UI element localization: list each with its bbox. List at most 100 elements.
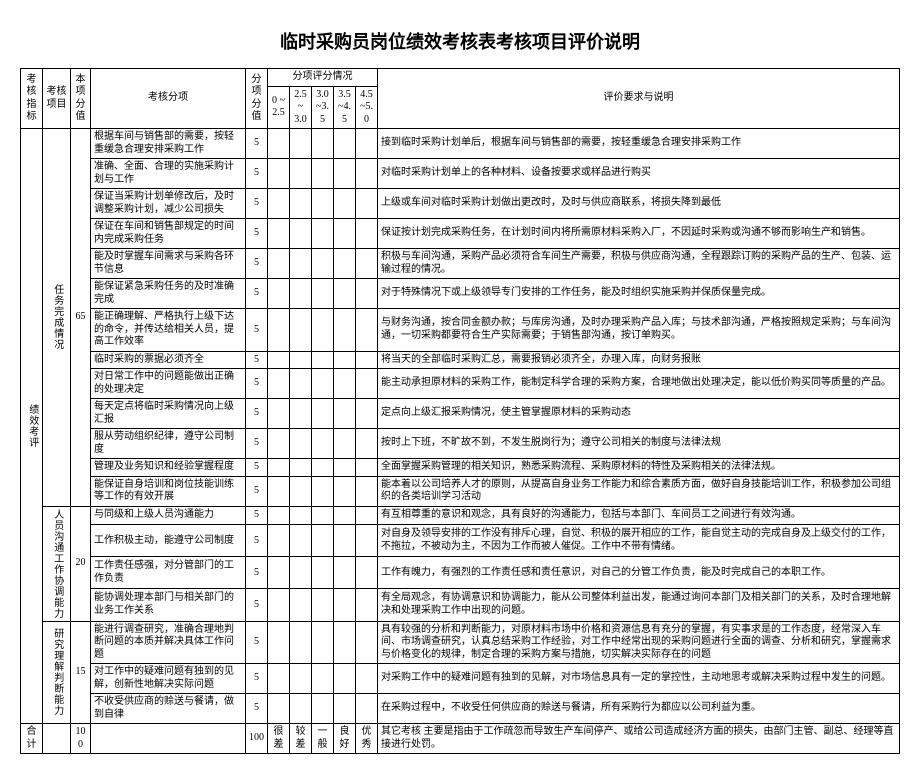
scale-cell <box>356 129 378 159</box>
hdr-indicator: 考核指标 <box>21 69 43 129</box>
desc-cell: 对自身及领导安排的工作没有排斥心理，自觉、积极的展开相应的工作，能自觉主动的完成… <box>378 525 900 557</box>
desc-cell: 能本着以公司培养人才的原则，从提高自身业务工作能力和综合素质方面，做好自身技能培… <box>378 476 900 506</box>
subscore-cell: 5 <box>246 476 268 506</box>
scale-cell <box>334 525 356 557</box>
hdr-scale-2: 3.0 ~3.5 <box>312 86 334 129</box>
subscore-cell: 5 <box>246 351 268 369</box>
section-label: 人员沟通工作协调能力 <box>43 506 71 621</box>
subscore-cell: 5 <box>246 664 268 694</box>
subitem-cell: 根据车间与销售部的需要，按轻重缓急合理安排采购工作 <box>91 129 246 159</box>
scale-cell <box>312 525 334 557</box>
desc-cell: 全面掌握采购管理的相关知识，熟悉采购流程、采购原材料的特性及采购相关的法律法规。 <box>378 459 900 477</box>
scale-cell <box>312 557 334 589</box>
scale-cell <box>290 589 312 621</box>
scale-cell <box>356 351 378 369</box>
scale-cell <box>268 557 290 589</box>
hdr-scale-1: 2.5 ~ 3.0 <box>290 86 312 129</box>
subscore-cell: 5 <box>246 279 268 309</box>
subscore-cell: 5 <box>246 189 268 219</box>
subitem-cell: 每天定点将临时采购情况向上级汇报 <box>91 399 246 429</box>
scale-cell <box>334 159 356 189</box>
scale-cell <box>268 249 290 279</box>
page-title: 临时采购员岗位绩效考核表考核项目评价说明 <box>20 28 900 54</box>
table-row: 能协调处理本部门与相关部门的业务工作关系5有全局观念，有协调意识和协调能力，能从… <box>21 589 900 621</box>
scale-cell <box>334 351 356 369</box>
total-scale-3: 良好 <box>334 724 356 754</box>
scale-cell <box>268 309 290 352</box>
subitem-cell: 对工作中的疑难问题有独到的见解，创新性地解决实际问题 <box>91 664 246 694</box>
scale-cell <box>312 429 334 459</box>
scale-cell <box>268 429 290 459</box>
scale-cell <box>268 369 290 399</box>
scale-cell <box>312 279 334 309</box>
scale-cell <box>334 309 356 352</box>
desc-cell: 对采购工作中的疑难问题有独到的见解，对市场信息具有一定的掌控性，主动地思考或解决… <box>378 664 900 694</box>
scale-cell <box>334 589 356 621</box>
total-scale-1: 较差 <box>290 724 312 754</box>
table-row: 人员沟通工作协调能力20与同级和上级人员沟通能力5有互相尊重的意识和观念，具有良… <box>21 506 900 525</box>
table-row: 保证当采购计划单修改后，及时调整采购计划，减少公司损失5上级或车间对临时采购计划… <box>21 189 900 219</box>
desc-cell: 接到临时采购计划单后，根据车间与销售部的需要，按轻重缓急合理安排采购工作 <box>378 129 900 159</box>
total-row: 合计100100很差较差一般良好优秀其它考核 主要是指由于工作疏忽而导致生产车间… <box>21 724 900 754</box>
scale-cell <box>290 159 312 189</box>
subitem-cell: 能协调处理本部门与相关部门的业务工作关系 <box>91 589 246 621</box>
desc-cell: 按时上下班，不旷故不到，不发生脱岗行为；遵守公司相关的制度与法律法规 <box>378 429 900 459</box>
scale-cell <box>268 159 290 189</box>
scale-cell <box>312 476 334 506</box>
scale-cell <box>334 621 356 664</box>
scale-cell <box>356 429 378 459</box>
hdr-item-score: 本项分值 <box>71 69 91 129</box>
subscore-cell: 5 <box>246 459 268 477</box>
table-row: 能及时掌握车间需求与采购各环节信息5积极与车间沟通，采购产品必须符合车间生产需要… <box>21 249 900 279</box>
scale-cell <box>290 219 312 249</box>
scale-cell <box>290 476 312 506</box>
table-row: 研究理解判断能力15能进行调查研究，准确合理地判断问题的本质并解决具体工作问题5… <box>21 621 900 664</box>
subitem-cell: 对日常工作中的问题能做出正确的处理决定 <box>91 369 246 399</box>
desc-cell: 工作有魄力，有强烈的工作责任感和责任意识，对自己的分管工作负责，能及时完成自己的… <box>378 557 900 589</box>
scale-cell <box>290 129 312 159</box>
scale-cell <box>290 369 312 399</box>
scale-cell <box>290 351 312 369</box>
table-row: 对工作中的疑难问题有独到的见解，创新性地解决实际问题5 对采购工作中的疑难问题有独… <box>21 664 900 694</box>
scale-cell <box>356 476 378 506</box>
desc-cell: 积极与车间沟通，采购产品必须符合车间生产需要，积极与供应商沟通，全程跟踪订购的采… <box>378 249 900 279</box>
scale-cell <box>268 476 290 506</box>
scale-cell <box>312 694 334 724</box>
desc-cell: 定点向上级汇报采购情况，使主管掌握原材料的采购动态 <box>378 399 900 429</box>
table-row: 每天定点将临时采购情况向上级汇报5定点向上级汇报采购情况，使主管掌握原材料的采购… <box>21 399 900 429</box>
table-row: 能正确理解、严格执行上级下达的命令，并传达给相关人员，提高工作效率5 与财务沟通，… <box>21 309 900 352</box>
scale-cell <box>268 589 290 621</box>
scale-cell <box>334 557 356 589</box>
desc-cell: 与财务沟通，按合同金额办款；与库房沟通，及时办理采购产品入库；与技术部沟通，严格… <box>378 309 900 352</box>
subitem-cell: 临时采购的票据必须齐全 <box>91 351 246 369</box>
subitem-cell: 能正确理解、严格执行上级下达的命令，并传达给相关人员，提高工作效率 <box>91 309 246 352</box>
subscore-cell: 5 <box>246 621 268 664</box>
scale-cell <box>356 694 378 724</box>
subscore-cell: 5 <box>246 249 268 279</box>
table-row: 管理及业务知识和经验掌握程度5全面掌握采购管理的相关知识，熟悉采购流程、采购原材… <box>21 459 900 477</box>
hdr-scale-3: 3.5 ~4.5 <box>334 86 356 129</box>
desc-cell: 对临时采购计划单上的各种材料、设备按要求或样品进行购买 <box>378 159 900 189</box>
total-scale-4: 优秀 <box>356 724 378 754</box>
total-label: 合计 <box>21 724 43 754</box>
scale-cell <box>290 279 312 309</box>
scale-cell <box>268 279 290 309</box>
subscore-cell: 5 <box>246 557 268 589</box>
scale-cell <box>356 589 378 621</box>
table-row: 保证在车间和销售部规定的时间内完成采购任务5 保证按计划完成采购任务，在计划时间内… <box>21 219 900 249</box>
total-scale-0: 很差 <box>268 724 290 754</box>
desc-cell: 保证按计划完成采购任务，在计划时间内将所需原材料采购入厂，不因延时采购或沟通不够… <box>378 219 900 249</box>
scale-cell <box>290 429 312 459</box>
scale-cell <box>334 129 356 159</box>
subscore-cell: 5 <box>246 525 268 557</box>
scale-cell <box>334 369 356 399</box>
subitem-cell: 保证当采购计划单修改后，及时调整采购计划，减少公司损失 <box>91 189 246 219</box>
subitem-cell: 保证在车间和销售部规定的时间内完成采购任务 <box>91 219 246 249</box>
scale-cell <box>356 459 378 477</box>
table-row: 能保证自身培训和岗位技能训练等工作的有效开展5能本着以公司培养人才的原则，从提高… <box>21 476 900 506</box>
scale-cell <box>356 309 378 352</box>
scale-cell <box>334 189 356 219</box>
subscore-cell: 5 <box>246 309 268 352</box>
indicator-cell: 绩效考评 <box>21 129 43 724</box>
subscore-cell: 5 <box>246 219 268 249</box>
